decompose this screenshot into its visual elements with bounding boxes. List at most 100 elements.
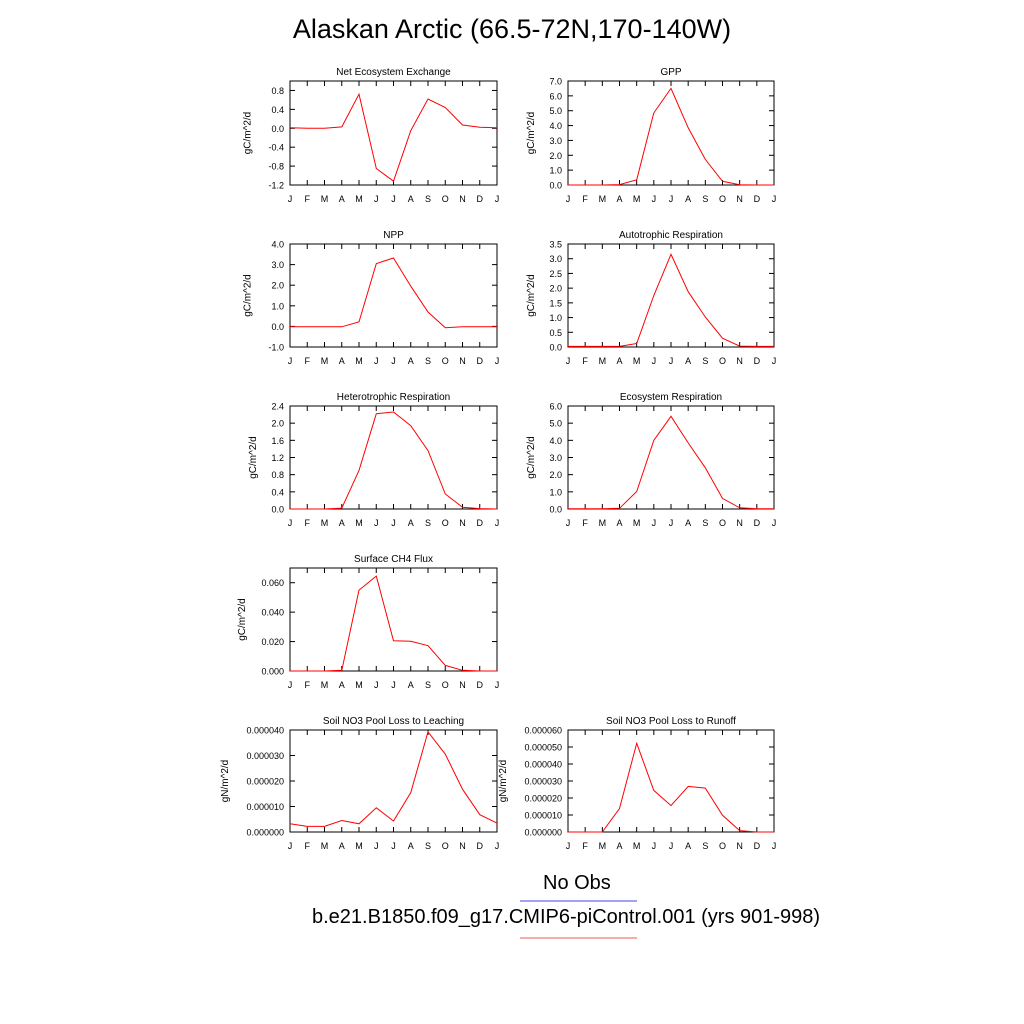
chart-8-frame [289,729,498,833]
chart-3-xtick-label: J [374,356,379,366]
chart-5-xtick-label: D [477,518,484,528]
chart-8-title: Soil NO3 Pool Loss to Leaching [323,716,464,727]
chart-3-xtick-label: D [477,356,484,366]
chart-1-xtick-label: A [339,194,345,204]
chart-4-xtick-label: J [652,356,657,366]
chart-2-xtick-label: J [566,194,571,204]
chart-6-ytick-label: 0.0 [549,505,562,515]
chart-2-frame [567,80,775,186]
chart-1-series-line [289,92,498,183]
chart-4-ytick-label: 1.5 [549,298,562,308]
chart-7-xtick-label: M [321,680,329,690]
chart-6-ytick-label: 3.0 [549,453,562,463]
chart-1-xtick-label: S [425,194,431,204]
chart-3-ytick-label: 1.0 [271,301,284,311]
chart-2-xtick-label: J [669,194,674,204]
chart-4-title: Autotrophic Respiration [619,230,723,241]
chart-5-series-line [290,411,498,510]
chart-7-xtick-label: J [495,680,500,690]
chart-5-xtick-label: M [355,518,363,528]
chart-4-xtick-label: A [685,356,691,366]
chart-3-xtick-label: M [355,356,363,366]
chart-8-xtick-label: J [391,841,396,851]
chart-4-xtick-label: M [599,356,607,366]
chart-7-xtick-label: J [391,680,396,690]
chart-1-xtick-label: A [408,194,414,204]
chart-6-ytick-label: 1.0 [549,487,562,497]
chart-4-xtick-label: J [566,356,571,366]
chart-9-ytick-label: 0.000000 [524,828,562,838]
chart-2-xtick-label: A [685,194,691,204]
chart-7-xtick-label: A [339,680,345,690]
chart-1-ylabel: gC/m^2/d [243,112,254,155]
chart-8-xtick-label: D [477,841,484,851]
chart-2-ytick-label: 4.0 [549,121,562,131]
chart-4-xtick-label: J [669,356,674,366]
chart-2-ytick-label: 7.0 [549,77,562,87]
chart-2-ytick-label: 0.0 [549,181,562,191]
chart-6-ytick-label: 2.0 [549,470,562,480]
chart-7-ylabel: gC/m^2/d [237,598,248,641]
chart-1-xtick-label: J [495,194,500,204]
legend-obs-label: No Obs [543,872,611,894]
chart-7-xtick-label: O [442,680,449,690]
chart-6-xtick-label: M [633,518,641,528]
chart-9-ytick-label: 0.000010 [524,811,562,821]
chart-4-xtick-label: S [702,356,708,366]
chart-1-ytick-label: -0.8 [268,162,284,172]
chart-6-xtick-label: F [582,518,588,528]
chart-9-xtick-label: J [669,841,674,851]
chart-4-xtick-label: N [736,356,743,366]
chart-5-xtick-label: O [442,518,449,528]
chart-9-xtick-label: M [633,841,641,851]
chart-7-xtick-label: J [288,680,293,690]
chart-2-xtick-label: A [616,194,622,204]
chart-4-xtick-label: M [633,356,641,366]
chart-7-xtick-label: D [477,680,484,690]
chart-1-xtick-label: J [374,194,379,204]
chart-2-xtick-label: S [702,194,708,204]
chart-1-xtick-label: J [288,194,293,204]
chart-3-ytick-label: 0.0 [271,322,284,332]
chart-1-xtick-label: D [477,194,484,204]
chart-7-xtick-label: A [408,680,414,690]
chart-9-series-line [568,741,774,833]
chart-7-xtick-label: N [459,680,466,690]
chart-1-frame [289,80,498,186]
chart-6-xtick-label: N [736,518,743,528]
chart-2-xtick-label: O [719,194,726,204]
chart-9-title: Soil NO3 Pool Loss to Runoff [606,716,736,727]
chart-6-xtick-label: S [702,518,708,528]
chart-8-ylabel: gN/m^2/d [220,760,231,803]
chart-7-ytick-label: 0.040 [261,608,284,618]
chart-3-xtick-label: A [408,356,414,366]
chart-1-xtick-label: M [355,194,363,204]
chart-4-ytick-label: 0.0 [549,343,562,353]
chart-8-xtick-label: N [459,841,466,851]
chart-8-xtick-label: S [425,841,431,851]
chart-1-xtick-label: J [391,194,396,204]
chart-8-xtick-label: A [408,841,414,851]
chart-6-ylabel: gC/m^2/d [526,436,537,479]
chart-6-xtick-label: D [754,518,761,528]
chart-9-xtick-label: A [616,841,622,851]
chart-5-ytick-label: 0.8 [271,470,284,480]
chart-7-ytick-label: 0.060 [261,578,284,588]
chart-8-xtick-label: F [305,841,311,851]
chart-6-frame [567,405,775,510]
chart-9-ylabel: gN/m^2/d [498,760,509,803]
legend-case-label: b.e21.B1850.f09_g17.CMIP6-piControl.001 … [312,906,821,928]
chart-8-ytick-label: 0.000010 [246,802,284,812]
chart-3-series-line [290,257,497,329]
chart-4-ytick-label: 2.5 [549,269,562,279]
chart-7-ytick-label: 0.020 [261,637,284,647]
chart-9-frame [567,729,775,833]
chart-3-ytick-label: 3.0 [271,260,284,270]
chart-7-ytick-label: 0.000 [261,667,284,677]
chart-4-ytick-label: 3.0 [549,254,562,264]
chart-1-ytick-label: 0.0 [271,124,284,134]
chart-6-xtick-label: A [616,518,622,528]
chart-4-ytick-label: 3.5 [549,240,562,250]
chart-2-ytick-label: 2.0 [549,151,562,161]
chart-9-xtick-label: J [772,841,777,851]
